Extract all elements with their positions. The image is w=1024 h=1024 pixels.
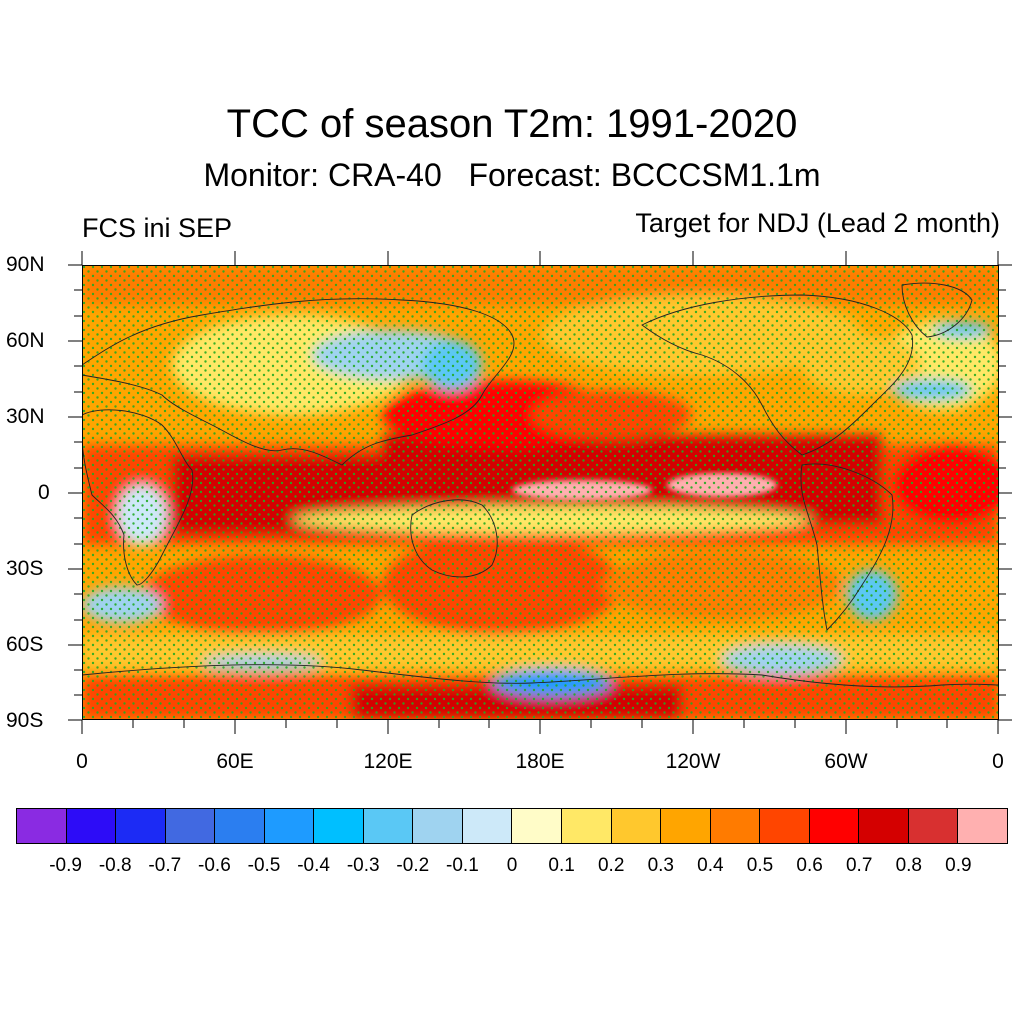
colorbar-box bbox=[611, 809, 662, 843]
lat-ticks-right bbox=[998, 264, 1012, 721]
antarctica-coast bbox=[82, 664, 999, 688]
colorbar-label: -0.3 bbox=[346, 855, 380, 876]
colorbar-label: -0.8 bbox=[98, 855, 132, 876]
colorbar-label: 0.2 bbox=[597, 855, 625, 876]
colorbar-label: 0.5 bbox=[746, 855, 774, 876]
colorbar-box bbox=[17, 809, 67, 843]
lat-label-90s: 90S bbox=[6, 709, 44, 732]
lon-label-180e: 180E bbox=[515, 750, 565, 773]
eurasia-coast bbox=[82, 298, 515, 466]
colorbar-label: -0.1 bbox=[446, 855, 479, 876]
colorbar-label: 0.7 bbox=[845, 855, 873, 876]
colorbar-box bbox=[661, 809, 711, 843]
chart-title: TCC of season T2m: 1991-2020 bbox=[226, 102, 798, 146]
colorbar-label: 0.8 bbox=[895, 855, 922, 876]
coastlines bbox=[82, 282, 999, 688]
colorbar-box bbox=[314, 809, 364, 843]
colorbar-label: 0.6 bbox=[796, 855, 823, 876]
colorbar-label: 0.4 bbox=[697, 855, 724, 876]
init-label: FCS ini SEP bbox=[82, 213, 233, 243]
colorbar-label: 0.1 bbox=[548, 855, 575, 876]
lon-label-120e: 120E bbox=[363, 750, 413, 773]
colorbar-label: 0.3 bbox=[647, 855, 674, 876]
colorbar-box bbox=[66, 809, 117, 843]
colorbar-box bbox=[710, 809, 761, 843]
colorbar-box bbox=[264, 809, 315, 843]
colorbar-label: 0.9 bbox=[945, 855, 972, 876]
lon-label-120w: 120W bbox=[665, 750, 721, 773]
colorbar-box bbox=[165, 809, 216, 843]
colorbar-label: -0.9 bbox=[49, 855, 82, 876]
lon-label-60w: 60W bbox=[824, 750, 868, 773]
colorbar bbox=[16, 808, 1008, 844]
lat-label-60s: 60S bbox=[6, 633, 44, 656]
colorbar-box bbox=[413, 809, 463, 843]
lon-label-0: 0 bbox=[76, 750, 88, 773]
colorbar-box bbox=[512, 809, 563, 843]
colorbar-label: -0.7 bbox=[148, 855, 182, 876]
greenland-coast bbox=[901, 282, 973, 338]
colorbar-box bbox=[859, 809, 909, 843]
north-america-coast bbox=[641, 294, 914, 456]
colorbar-label: 0 bbox=[506, 855, 518, 876]
colorbar-box bbox=[363, 809, 414, 843]
significance-stipple bbox=[82, 265, 999, 720]
south-america-coast bbox=[800, 463, 894, 631]
tcc-map bbox=[82, 265, 999, 720]
lat-label-90n: 90N bbox=[6, 253, 45, 276]
colorbar-label: -0.4 bbox=[297, 855, 330, 876]
target-label: Target for NDJ (Lead 2 month) bbox=[635, 208, 1000, 238]
lon-ticks-bottom bbox=[81, 720, 999, 734]
colorbar-box bbox=[908, 809, 959, 843]
colorbar-box bbox=[116, 809, 166, 843]
lat-label-30n: 30N bbox=[6, 405, 45, 428]
lon-label-360: 0 bbox=[992, 750, 1004, 773]
australia-coast bbox=[410, 499, 498, 578]
colorbar-label: -0.5 bbox=[247, 855, 281, 876]
colorbar-box bbox=[958, 809, 1007, 843]
colorbar-box bbox=[809, 809, 860, 843]
lon-ticks-top bbox=[81, 251, 999, 265]
colorbar-label: -0.6 bbox=[198, 855, 231, 876]
tcc-map-svg bbox=[82, 265, 999, 720]
lat-label-30s: 30S bbox=[6, 557, 44, 580]
colorbar-label: -0.2 bbox=[396, 855, 430, 876]
lat-label-60n: 60N bbox=[6, 329, 45, 352]
lon-label-60e: 60E bbox=[216, 750, 254, 773]
lat-label-equator: 0 bbox=[38, 481, 50, 504]
colorbar-box bbox=[462, 809, 513, 843]
colorbar-box bbox=[562, 809, 612, 843]
colorbar-box bbox=[215, 809, 265, 843]
colorbar-box bbox=[760, 809, 810, 843]
africa-coast bbox=[82, 409, 194, 586]
chart-subtitle: Monitor: CRA-40 Forecast: BCCCSM1.1m bbox=[203, 157, 821, 193]
